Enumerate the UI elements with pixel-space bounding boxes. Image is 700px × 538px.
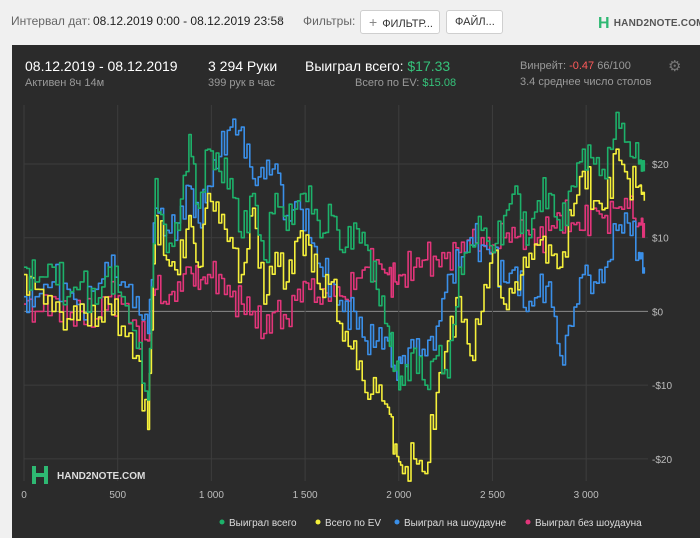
legend-label: Всего по EV xyxy=(325,518,381,529)
winrate-value: -0.47 xyxy=(569,60,595,72)
winrate-extra: 66/100 xyxy=(597,60,631,72)
series-line-2 xyxy=(24,118,646,381)
watermark-text: HAND2NOTE.COM xyxy=(57,471,145,482)
ev-label: Всего по EV: xyxy=(355,77,420,89)
filter-button[interactable]: + ФИЛЬТР... xyxy=(360,10,440,34)
interval-label: Интервал дат: xyxy=(11,14,91,28)
date-range: 08.12.2019 - 08.12.2019 xyxy=(25,58,178,74)
gear-icon[interactable]: ⚙ xyxy=(668,58,682,75)
ev-value: $15.08 xyxy=(422,77,457,89)
hands-count: 3 294 Руки xyxy=(208,58,278,74)
x-tick-label: 0 xyxy=(21,490,27,501)
legend-label: Выиграл всего xyxy=(229,518,297,529)
avg-tables: 3.4 среднее число столов xyxy=(520,76,652,88)
active-time: Активен 8ч 14м xyxy=(25,77,105,89)
y-tick-label: $10 xyxy=(652,234,669,245)
legend-label: Выиграл на шоудауне xyxy=(404,518,507,529)
y-tick-label: $20 xyxy=(652,160,669,171)
series-line-0 xyxy=(24,111,646,401)
file-button-label: ФАЙЛ... xyxy=(455,16,495,28)
legend-marker xyxy=(394,519,400,525)
x-tick-label: 2 000 xyxy=(386,490,411,501)
line-chart: 0 500 1 000 1 500 2 000 2 500 3 000 $20 $10 $0 -$… xyxy=(21,105,672,529)
chevron-down-icon[interactable]: ▼ xyxy=(276,14,285,24)
y-tick-label: $0 xyxy=(652,307,664,318)
x-axis-ticks: 0 500 1 000 1 500 2 000 2 500 3 000 xyxy=(21,490,599,501)
y-axis-ticks: $20 $10 $0 -$10 -$20 xyxy=(652,160,672,466)
legend-label: Выиграл без шоудауна xyxy=(535,517,642,529)
y-tick-label: -$10 xyxy=(652,381,672,392)
series-line-1 xyxy=(24,148,646,482)
chart-grid xyxy=(23,105,648,481)
plus-icon: + xyxy=(369,14,378,30)
graph-panel: 08.12.2019 - 08.12.2019 Активен 8ч 14м 3… xyxy=(12,45,700,538)
x-tick-label: 2 500 xyxy=(480,490,505,501)
x-tick-label: 1 000 xyxy=(199,490,224,501)
toolbar: Интервал дат: 08.12.2019 0:00 - 08.12.20… xyxy=(0,0,700,42)
chart-series xyxy=(24,111,646,482)
legend-marker xyxy=(525,519,531,525)
chart-legend: Выиграл всего Всего по EV Выиграл на шоуда… xyxy=(219,517,642,529)
won-total: Выиграл всего: $17.33 xyxy=(305,58,450,74)
y-tick-label: -$20 xyxy=(652,455,672,466)
file-button[interactable]: ФАЙЛ... xyxy=(446,10,503,34)
winrate: Винрейт: -0.47 66/100 xyxy=(520,60,631,72)
hands-per-hour: 399 рук в час xyxy=(208,77,276,89)
interval-select[interactable]: 08.12.2019 0:00 - 08.12.2019 23:58 xyxy=(93,14,284,28)
filters-label: Фильтры: xyxy=(303,14,356,28)
legend-marker xyxy=(219,519,225,525)
logo-icon: H xyxy=(598,15,610,32)
x-tick-label: 1 500 xyxy=(293,490,318,501)
won-value: $17.33 xyxy=(407,58,451,74)
brand-name: HAND2NOTE.COM xyxy=(613,18,700,29)
won-label: Выиграл всего: xyxy=(305,58,404,74)
x-tick-label: 500 xyxy=(109,490,126,501)
watermark: HAND2NOTE.COM xyxy=(32,466,145,484)
x-tick-label: 3 000 xyxy=(574,490,599,501)
filter-button-label: ФИЛЬТР... xyxy=(382,18,433,30)
ev-total: Всего по EV: $15.08 xyxy=(355,77,456,89)
brand-logo: H HAND2NOTE.COM xyxy=(598,13,700,32)
watermark-logo-bar xyxy=(32,473,48,477)
legend-marker xyxy=(315,519,321,525)
series-line-3 xyxy=(24,195,646,350)
winrate-label: Винрейт: xyxy=(520,60,567,72)
